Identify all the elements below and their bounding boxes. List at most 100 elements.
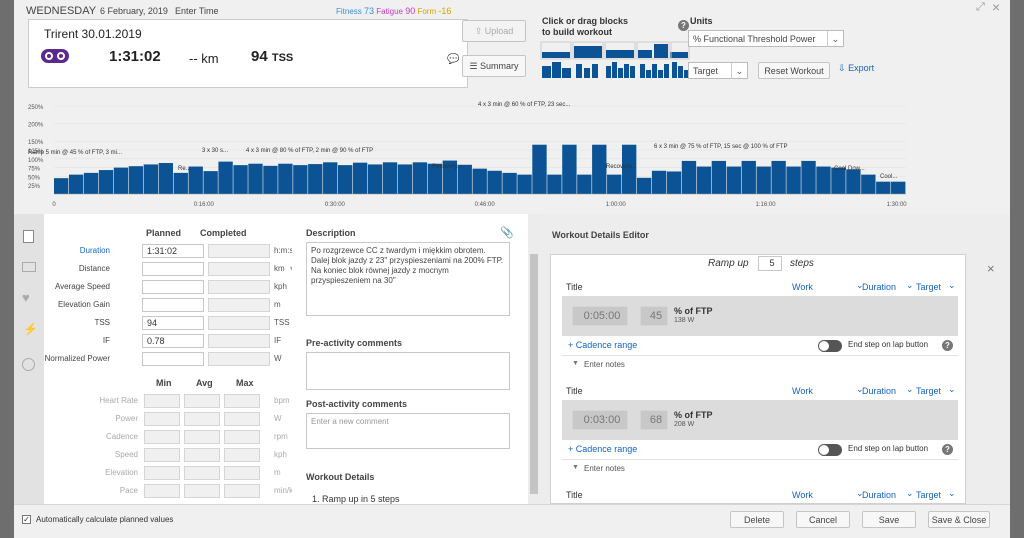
close-icon[interactable]: × (992, 0, 1001, 15)
scrollbar-thumb[interactable] (530, 254, 538, 494)
workout-title[interactable]: Trirent 30.01.2019 (44, 27, 142, 41)
completed-row-input[interactable] (208, 316, 270, 330)
enter-notes[interactable]: Enter notes (584, 464, 625, 473)
planned-row-input[interactable] (142, 352, 204, 366)
max-input[interactable] (224, 394, 260, 408)
notes-chevron-icon[interactable]: ▼ (572, 360, 579, 367)
completed-row-input[interactable] (208, 262, 270, 276)
enter-notes[interactable]: Enter notes (584, 360, 625, 369)
max-input[interactable] (224, 466, 260, 480)
cadence-range-link[interactable]: + Cadence range (568, 444, 638, 454)
end-step-toggle[interactable] (818, 340, 842, 352)
chart-icon[interactable] (22, 262, 36, 272)
chevron-down-icon[interactable]: ⌄ (906, 384, 914, 394)
avg-input[interactable] (184, 430, 220, 444)
help-icon[interactable]: ? (942, 340, 953, 351)
duration-dropdown[interactable]: Duration (862, 386, 897, 396)
help-icon[interactable]: ? (678, 20, 689, 31)
cancel-button[interactable]: Cancel (796, 511, 850, 528)
chart-x-tick: 0:46:00 (475, 202, 496, 208)
planned-row-label[interactable]: Duration (79, 246, 110, 255)
min-input[interactable] (144, 448, 180, 462)
target-dropdown[interactable]: Target (916, 282, 942, 292)
expand-icon[interactable]: ⤢ (976, 1, 985, 13)
min-input[interactable] (144, 394, 180, 408)
help-icon[interactable]: ? (942, 444, 953, 455)
step-pct-input[interactable]: 45 (640, 306, 668, 326)
pre-activity-textarea[interactable] (306, 352, 510, 390)
min-input[interactable] (144, 466, 180, 480)
post-activity-textarea[interactable]: Enter a new comment (306, 413, 510, 449)
comment-icon[interactable]: 💬 (447, 54, 460, 65)
target-dropdown[interactable]: Target (916, 490, 942, 500)
target-select[interactable]: Target ⌄ (688, 62, 748, 79)
min-input[interactable] (144, 430, 180, 444)
save-close-button[interactable]: Save & Close (928, 511, 990, 528)
step-time-input[interactable]: 0:03:00 (572, 410, 628, 430)
completed-row-input[interactable] (208, 244, 270, 258)
end-step-toggle[interactable] (818, 444, 842, 456)
scrollbar[interactable] (528, 214, 540, 504)
completed-row-input[interactable] (208, 298, 270, 312)
auto-calc-checkbox[interactable]: ✓ (22, 515, 31, 524)
planned-row-input[interactable]: 94 (142, 316, 204, 330)
remove-ramp-icon[interactable]: × (987, 261, 995, 276)
min-input[interactable] (144, 412, 180, 426)
avg-input[interactable] (184, 448, 220, 462)
planned-row-input[interactable] (142, 280, 204, 294)
work-dropdown[interactable]: Work (792, 282, 813, 292)
chevron-down-icon[interactable]: ⌄ (856, 488, 864, 498)
planned-row-input[interactable] (142, 262, 204, 276)
avg-input[interactable] (184, 484, 220, 498)
min-input[interactable] (144, 484, 180, 498)
cadence-range-link[interactable]: + Cadence range (568, 340, 638, 350)
description-textarea[interactable]: Po rozgrzewce CC z twardym i miękkim obr… (306, 242, 510, 316)
max-input[interactable] (224, 448, 260, 462)
clock-icon[interactable] (22, 358, 35, 371)
completed-row-input[interactable] (208, 334, 270, 348)
chevron-down-icon[interactable]: ⌄ (906, 280, 914, 290)
chevron-down-icon[interactable]: ⌄ (856, 280, 864, 290)
paperclip-icon[interactable]: 📎 (500, 227, 514, 239)
step-pct-input[interactable]: 68 (640, 410, 668, 430)
chevron-down-icon[interactable]: ⌄ (906, 488, 914, 498)
max-input[interactable] (224, 412, 260, 426)
minmax-row-unit: W (274, 414, 282, 423)
target-dropdown[interactable]: Target (916, 386, 942, 396)
planned-row-input[interactable]: 0.78 (142, 334, 204, 348)
document-icon[interactable] (23, 230, 34, 243)
duration-dropdown[interactable]: Duration (862, 282, 897, 292)
max-input[interactable] (224, 484, 260, 498)
upload-button[interactable]: ⇪ Upload (462, 20, 526, 42)
reset-workout-button[interactable]: Reset Workout (758, 62, 830, 79)
avg-input[interactable] (184, 394, 220, 408)
enter-time-link[interactable]: Enter Time (175, 6, 219, 16)
lightning-icon[interactable]: ⚡ (23, 322, 38, 336)
completed-row-input[interactable] (208, 280, 270, 294)
units-select[interactable]: % Functional Threshold Power ⌄ (688, 30, 844, 47)
ramp-steps-input[interactable]: 5 (758, 256, 782, 271)
save-button[interactable]: Save (862, 511, 916, 528)
avg-input[interactable] (184, 412, 220, 426)
avg-input[interactable] (184, 466, 220, 480)
chevron-down-icon[interactable]: ⌄ (856, 384, 864, 394)
work-dropdown[interactable]: Work (792, 386, 813, 396)
delete-button[interactable]: Delete (730, 511, 784, 528)
heart-icon[interactable]: ♥ (22, 290, 30, 305)
chevron-down-icon[interactable]: ⌄ (948, 280, 956, 290)
workout-chart[interactable]: 250% 200% 150% 125% 100% 75% 50% 25% 0 0:16:00 0:3… (14, 86, 1010, 214)
block-palette[interactable] (540, 40, 690, 80)
export-button[interactable]: ⇩ Export (838, 63, 874, 74)
notes-chevron-icon[interactable]: ▼ (572, 464, 579, 471)
planned-row-input[interactable] (142, 298, 204, 312)
work-dropdown[interactable]: Work (792, 490, 813, 500)
chevron-down-icon[interactable]: ⌄ (948, 488, 956, 498)
step-time-input[interactable]: 0:05:00 (572, 306, 628, 326)
planned-row-input[interactable]: 1:31:02 (142, 244, 204, 258)
duration-dropdown[interactable]: Duration (862, 490, 897, 500)
chevron-down-icon[interactable]: ⌄ (948, 384, 956, 394)
completed-row-input[interactable] (208, 352, 270, 366)
summary-button[interactable]: ☰ Summary (462, 55, 526, 77)
max-input[interactable] (224, 430, 260, 444)
planned-row-unit: km (274, 264, 285, 273)
